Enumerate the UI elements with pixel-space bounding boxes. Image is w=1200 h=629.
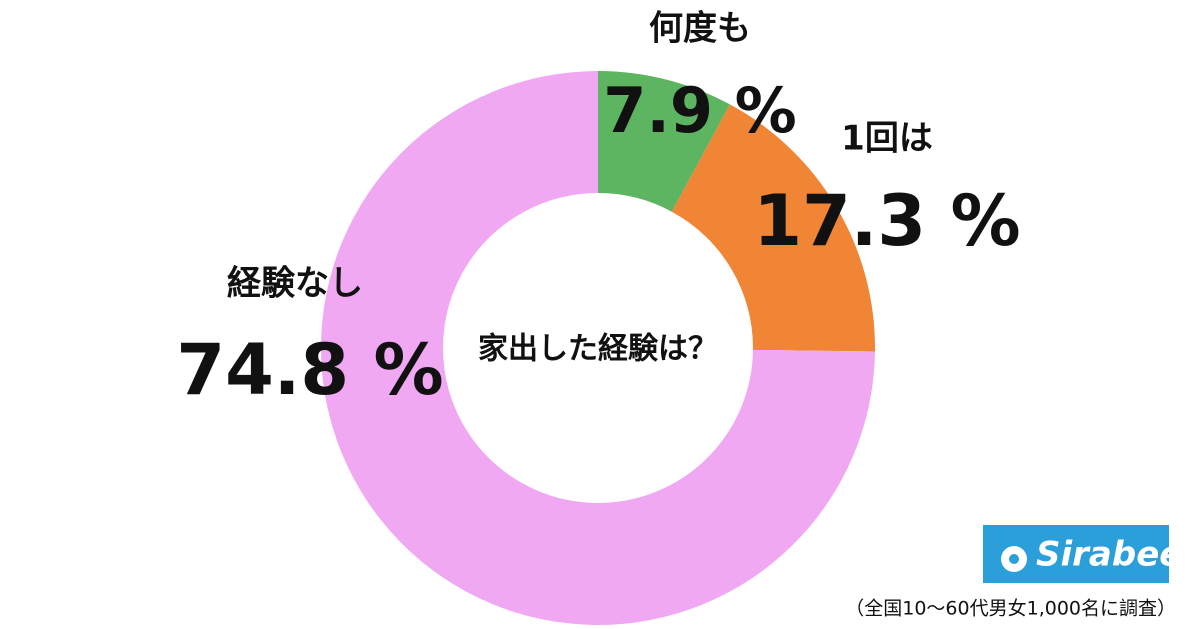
slice xyxy=(671,104,875,352)
slice xyxy=(321,71,875,625)
slice xyxy=(598,71,730,212)
value-label: 17.3 % xyxy=(753,180,1020,262)
footnote: （全国10〜60代男女1,000名に調査） xyxy=(845,598,1176,620)
center-label: 家出した経験は？ xyxy=(478,332,718,367)
value-label: 74.8 % xyxy=(176,329,443,411)
logo-icon-hole xyxy=(1009,554,1019,564)
donut xyxy=(321,71,875,625)
category-label: 何度も xyxy=(649,9,751,49)
category-label: 経験なし xyxy=(227,264,363,304)
logo-text: Sirabee xyxy=(1036,535,1182,575)
category-label: 1回は xyxy=(841,119,933,159)
value-label: 7.9 % xyxy=(603,74,797,147)
